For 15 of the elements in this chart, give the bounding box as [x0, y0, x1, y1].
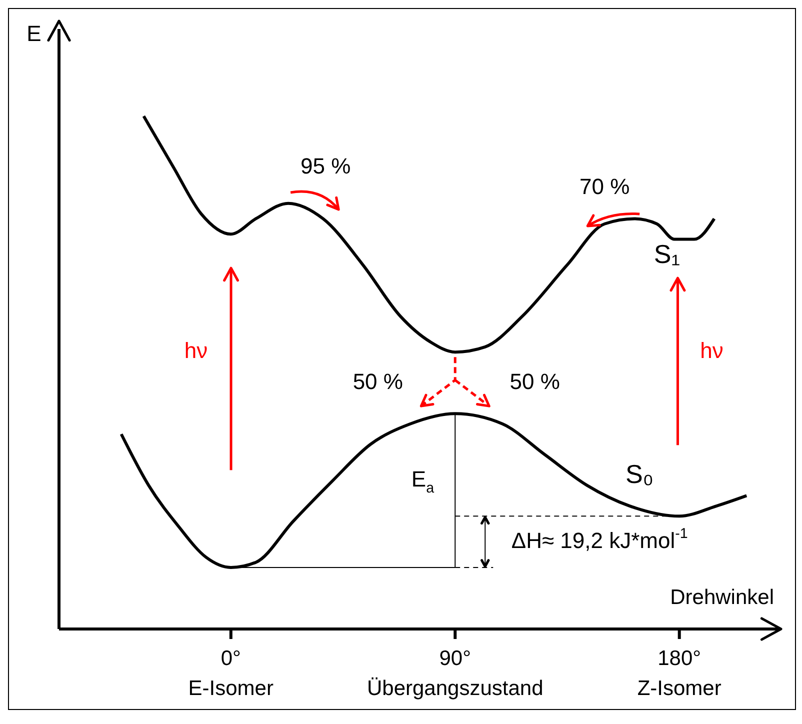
x-tick-label: 0° E-Isomer: [188, 647, 274, 700]
annotation: hν: [700, 338, 724, 363]
y-axis-title: E: [26, 21, 42, 46]
x-tick-label: 180° Z-Isomer: [637, 647, 722, 700]
annotation: 70 %: [580, 174, 630, 199]
annotation: E$_{a}$: [411, 466, 434, 496]
x-axis-title: Drehwinkel: [670, 586, 774, 609]
annotation: 50 %: [510, 368, 560, 394]
annotation: 95 %: [300, 153, 351, 178]
series-label: S₁: [654, 238, 680, 269]
annotation: hν: [184, 338, 208, 363]
x-tick-label: 90° Übergangszustand: [366, 647, 544, 700]
series-label: S₀: [625, 458, 654, 489]
annotation: 50 %: [352, 368, 403, 394]
annotation: ΔH≈ 19,2 kJ*mol$^{-1}$: [511, 526, 688, 553]
